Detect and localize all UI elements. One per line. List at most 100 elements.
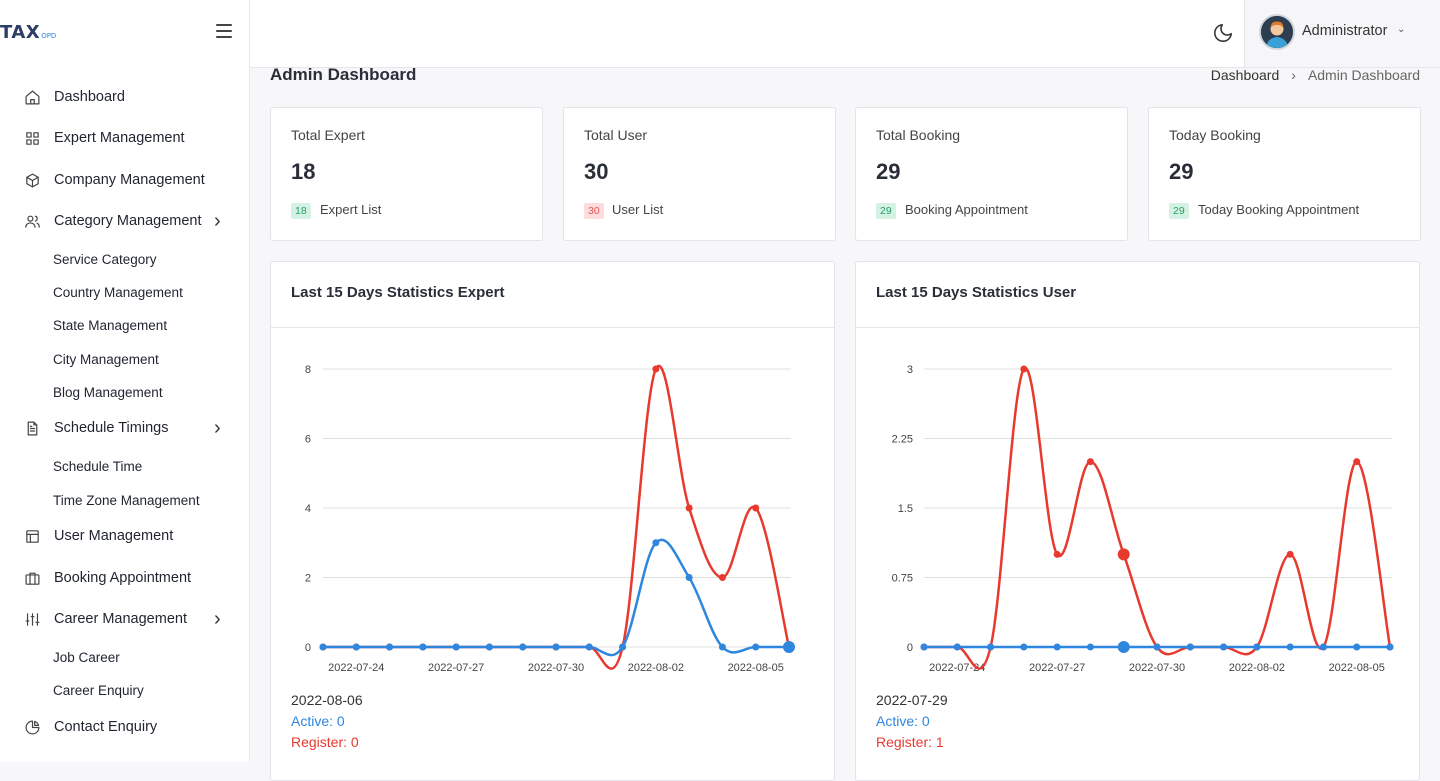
sidebar-item-dashboard[interactable]: Dashboard [0, 80, 249, 114]
sidebar-subitem-country-management[interactable]: Country Management [0, 278, 249, 306]
sidebar-item-label: Booking Appointment [54, 570, 192, 586]
data-point-active[interactable] [419, 643, 427, 651]
data-point-active[interactable] [920, 643, 928, 651]
data-point-active[interactable] [1220, 643, 1228, 651]
sidebar-subitem-career-enquiry[interactable]: Career Enquiry [0, 676, 249, 704]
data-point-register[interactable] [1353, 458, 1361, 466]
data-point-active[interactable] [1353, 643, 1361, 651]
data-point-active[interactable] [1020, 643, 1028, 651]
pie-chart-icon [23, 718, 41, 736]
data-point-active[interactable] [783, 641, 795, 653]
data-point-active[interactable] [1253, 643, 1261, 651]
data-point-active[interactable] [1386, 643, 1394, 651]
y-tick-label: 0 [907, 642, 913, 654]
sidebar-subitem-time-zone-management[interactable]: Time Zone Management [0, 486, 249, 514]
top-header: Administrator ⌄ [250, 0, 1440, 68]
sidebar-subitem-label: Service Category [53, 251, 157, 267]
data-point-active[interactable] [1053, 643, 1061, 651]
data-point-register[interactable] [652, 365, 660, 373]
sidebar-item-expert-management[interactable]: Expert Management [0, 121, 249, 155]
stat-value: 18 [291, 159, 316, 184]
data-point-active[interactable] [386, 643, 394, 651]
data-point-active[interactable] [485, 643, 493, 651]
stat-link-today-booking[interactable]: Today Booking Appointment [1198, 202, 1360, 217]
sidebar-subitem-label: Schedule Time [53, 458, 143, 474]
stat-badge: 30 [584, 203, 604, 219]
data-point-active[interactable] [1086, 643, 1094, 651]
stat-card-total-user: Total User 30 30 User List [563, 107, 836, 241]
data-point-register[interactable] [752, 504, 760, 512]
sidebar-subitem-label: Country Management [53, 284, 183, 300]
dark-mode-icon[interactable] [1212, 22, 1234, 44]
data-point-active[interactable] [452, 643, 460, 651]
data-point-active[interactable] [1186, 643, 1194, 651]
data-point-active[interactable] [752, 643, 760, 651]
data-point-active[interactable] [552, 643, 560, 651]
stat-link-user-list[interactable]: User List [612, 202, 664, 217]
data-point-register[interactable] [1053, 550, 1061, 558]
data-point-active[interactable] [352, 643, 360, 651]
file-icon [23, 419, 41, 437]
sidebar-item-company-management[interactable]: Company Management [0, 163, 249, 197]
data-point-register[interactable] [1117, 548, 1130, 561]
data-point-active[interactable] [718, 643, 726, 651]
sidebar-item-label: Schedule Timings [54, 420, 169, 436]
data-point-register[interactable] [1020, 365, 1028, 373]
data-point-active[interactable] [1286, 643, 1294, 651]
data-point-active[interactable] [685, 574, 693, 581]
data-point-active[interactable] [585, 643, 593, 651]
data-point-register[interactable] [1086, 458, 1094, 466]
sidebar-item-contact-enquiry[interactable]: Contact Enquiry [0, 710, 249, 744]
stat-badge: 29 [1169, 203, 1189, 219]
series-line-register [322, 364, 791, 670]
expert-line-chart[interactable]: 0 2 4 6 8 2022-07-24 2022-07-27 2022-07-30 2022-… [271, 328, 836, 688]
chart-tooltip-date: 2022-08-06 [291, 692, 363, 708]
data-point-active[interactable] [652, 539, 660, 547]
data-point-active[interactable] [619, 643, 627, 651]
data-point-active[interactable] [1153, 643, 1161, 651]
breadcrumb-link-dashboard[interactable]: Dashboard [1210, 67, 1280, 83]
stat-link-expert-list[interactable]: Expert List [320, 202, 382, 217]
app-logo[interactable]: TAX OPD [0, 22, 56, 46]
sidebar-subitem-service-category[interactable]: Service Category [0, 245, 249, 273]
data-point-active[interactable] [1319, 643, 1327, 651]
sidebar-subitem-job-career[interactable]: Job Career [0, 643, 249, 671]
sidebar-item-booking-appointment[interactable]: Booking Appointment [0, 561, 249, 595]
stat-badge: 29 [876, 203, 896, 219]
sliders-icon [23, 610, 41, 628]
sidebar-subitem-label: Career Enquiry [53, 682, 144, 698]
sidebar-subitem-label: State Management [53, 317, 168, 333]
user-line-chart[interactable]: 0 0.75 1.5 2.25 3 2022-07-24 2022-07-27 2022-07… [856, 328, 1421, 688]
data-point-register[interactable] [718, 574, 726, 581]
chart-title: Last 15 Days Statistics User [876, 284, 1077, 301]
data-point-active[interactable] [987, 643, 995, 651]
sidebar-item-career-management[interactable]: Career Management › [0, 602, 249, 636]
page-title: Admin Dashboard [270, 65, 417, 84]
sidebar-subitem-state-management[interactable]: State Management [0, 311, 249, 339]
sidebar-subitem-label: City Management [53, 351, 159, 367]
data-point-active[interactable] [953, 643, 961, 651]
menu-toggle-icon[interactable] [216, 24, 232, 38]
sidebar-item-user-management[interactable]: User Management [0, 519, 249, 553]
data-point-register[interactable] [685, 504, 693, 512]
series-line-register [923, 366, 1392, 670]
sidebar-item-schedule-timings[interactable]: Schedule Timings › [0, 411, 249, 445]
chevron-right-icon: › [214, 608, 221, 630]
data-point-active[interactable] [1117, 641, 1130, 653]
chart-header: Last 15 Days Statistics Expert [271, 262, 834, 328]
sidebar-item-category-management[interactable]: Category Management › [0, 204, 249, 238]
sidebar-subitem-city-management[interactable]: City Management [0, 345, 249, 373]
user-menu[interactable]: Administrator ⌄ [1244, 0, 1440, 67]
breadcrumb-current: Admin Dashboard [1307, 67, 1420, 83]
chart-card-expert: Last 15 Days Statistics Expert 0 2 4 6 8 2022… [270, 261, 835, 781]
data-point-register[interactable] [1286, 550, 1294, 558]
data-point-active[interactable] [519, 643, 527, 651]
stat-value: 30 [584, 159, 609, 184]
sidebar-subitem-blog-management[interactable]: Blog Management [0, 378, 249, 406]
stat-link-booking-appointment[interactable]: Booking Appointment [905, 202, 1028, 217]
sidebar-subitem-schedule-time[interactable]: Schedule Time [0, 452, 249, 480]
chart-tooltip-active: Active: 0 [291, 713, 345, 729]
stat-card-today-booking: Today Booking 29 29 Today Booking Appoin… [1148, 107, 1421, 241]
data-point-active[interactable] [319, 643, 327, 651]
home-icon [23, 88, 41, 106]
